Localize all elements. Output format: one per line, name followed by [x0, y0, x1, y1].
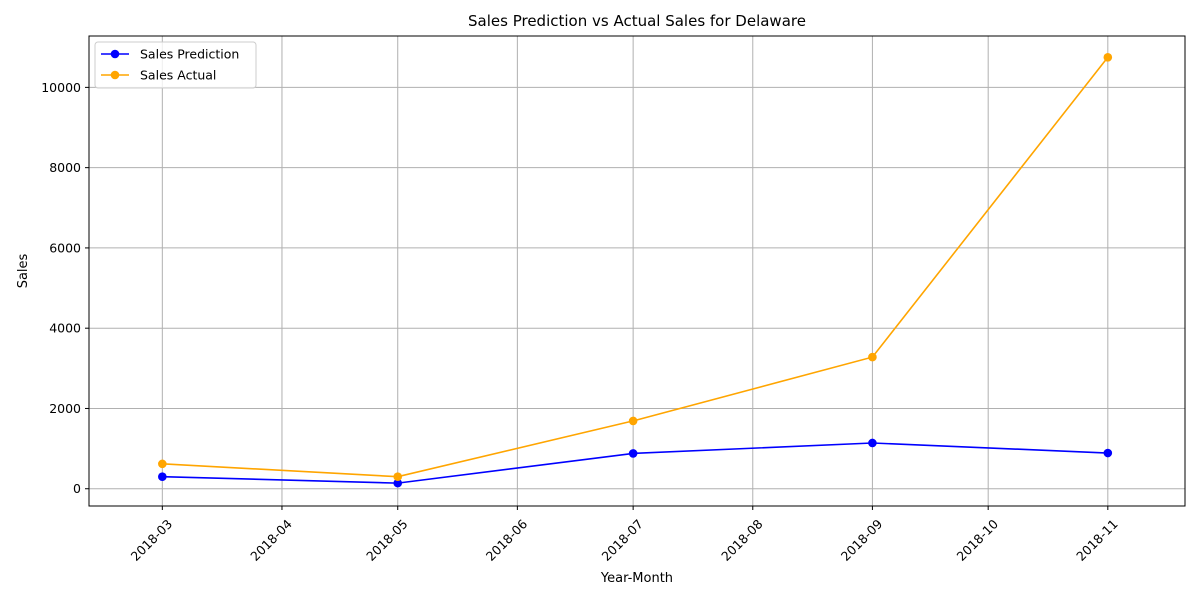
data-point-actual	[868, 352, 877, 362]
x-axis: 2018-03 2018-04 2018-05 2018-06 2018-07 2018-…	[128, 506, 1121, 564]
legend-box	[94, 41, 257, 89]
x-tick-label: 2018-08	[718, 516, 766, 564]
x-tick-label: 2018-09	[838, 516, 886, 564]
x-tick-label: 2018-05	[363, 516, 411, 564]
x-tick-label: 2018-11	[1073, 516, 1121, 564]
x-tick-label: 2018-06	[483, 516, 531, 564]
data-point-prediction	[1103, 448, 1113, 458]
legend-marker-actual	[110, 70, 120, 80]
data-point-actual	[1103, 52, 1113, 62]
x-tick-label: 2018-03	[128, 516, 176, 564]
series-line-prediction	[162, 442, 1108, 484]
y-axis-label: Sales	[16, 253, 31, 288]
y-tick-label: 8000	[49, 160, 81, 175]
y-tick-label: 6000	[49, 240, 81, 255]
x-axis-label: Year-Month	[600, 571, 673, 586]
plot-frame	[88, 35, 1186, 507]
data-point-prediction	[628, 449, 638, 458]
y-tick-label: 2000	[49, 401, 81, 416]
chart-title: Sales Prediction vs Actual Sales for Del…	[468, 12, 806, 30]
data-point-actual	[393, 472, 403, 482]
y-tick-label: 10000	[41, 80, 81, 95]
legend-marker-prediction	[110, 49, 120, 59]
y-tick-label: 4000	[49, 321, 81, 336]
data-point-prediction	[868, 438, 877, 448]
series-layer	[158, 52, 1113, 488]
y-axis: 0 2000 4000 6000 8000 10000	[41, 80, 89, 496]
data-point-actual	[158, 459, 167, 469]
x-tick-label: 2018-07	[599, 516, 647, 564]
data-point-prediction	[158, 472, 167, 482]
series-line-actual	[162, 56, 1109, 478]
x-tick-label: 2018-04	[247, 516, 295, 564]
data-point-actual	[628, 416, 638, 426]
y-tick-label: 0	[73, 481, 81, 496]
grid	[89, 36, 1185, 506]
legend-label-actual: Sales Actual	[140, 68, 216, 83]
x-tick-label: 2018-10	[954, 516, 1002, 564]
data-point-prediction	[393, 478, 403, 488]
legend-label-prediction: Sales Prediction	[140, 47, 239, 62]
legend: Sales Prediction Sales Actual	[94, 41, 257, 89]
